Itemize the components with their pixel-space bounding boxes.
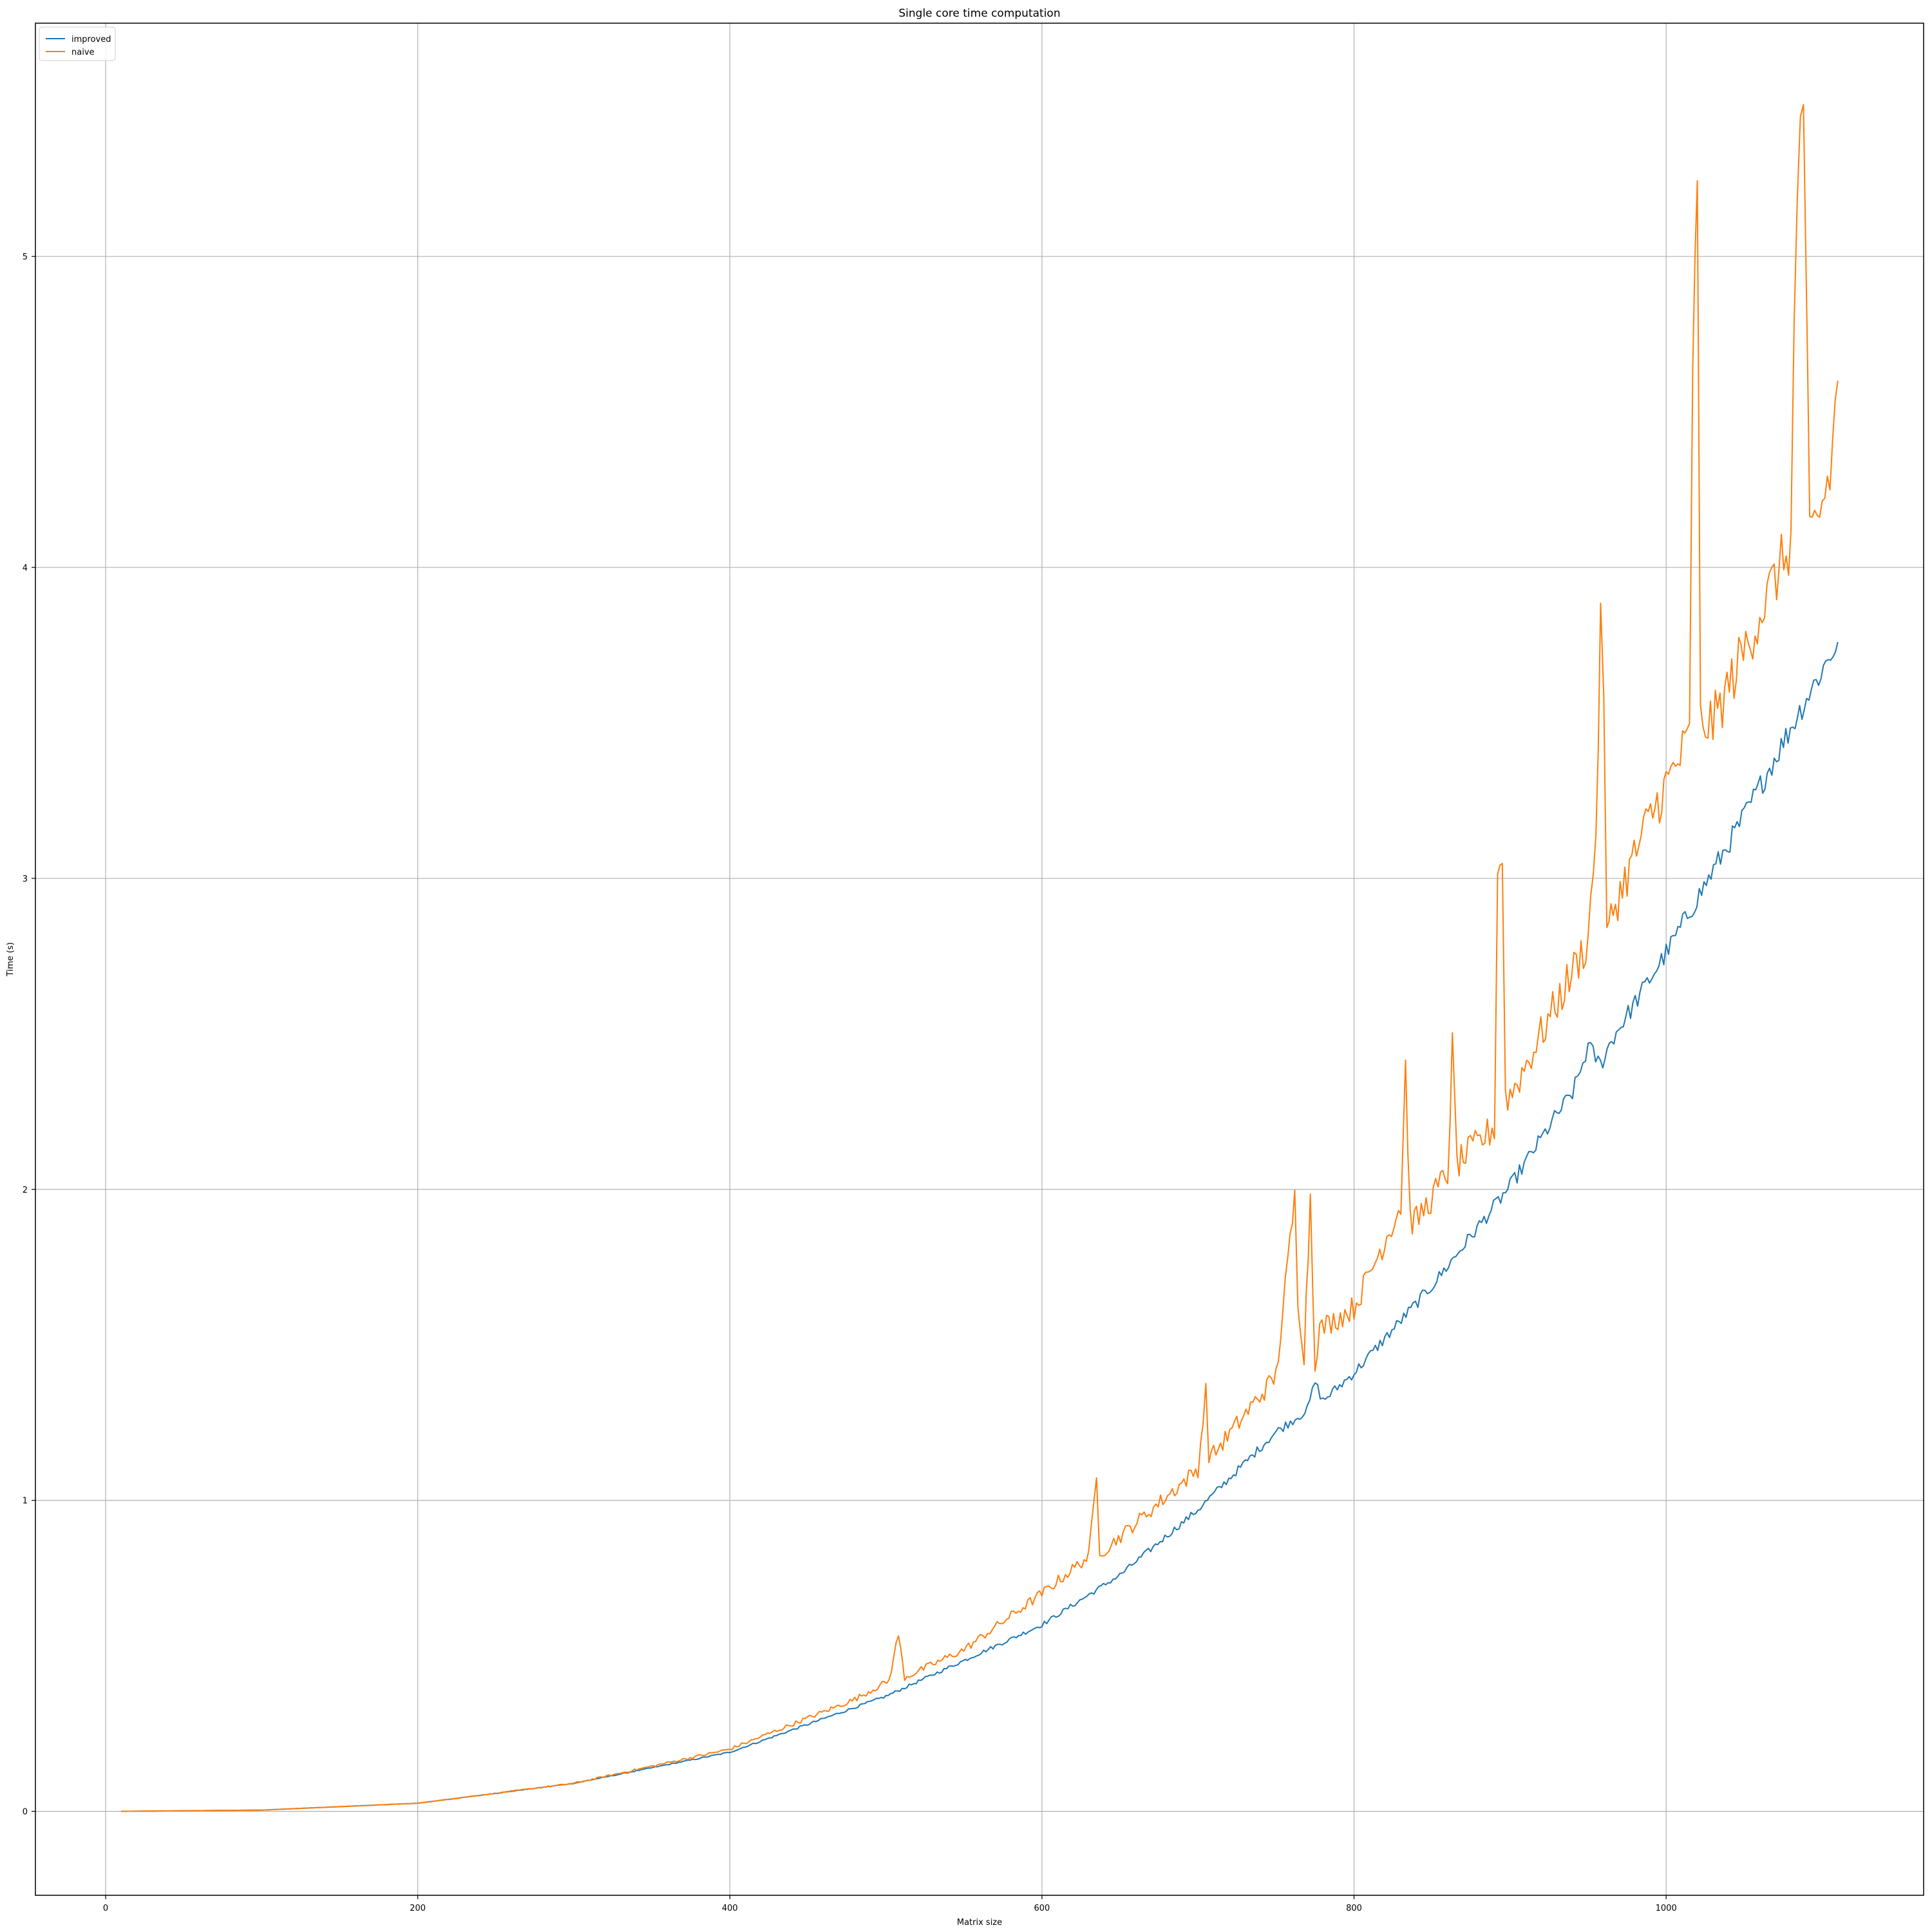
y-tick-label: 3 [23,875,28,884]
tick-layer: 0 200 400 600 800 1000 0 1 2 3 4 5 [23,252,1677,1913]
x-tick-label: 0 [103,1904,108,1913]
series-layer [121,104,1839,1812]
series-line-naive [121,104,1839,1812]
y-tick-label: 2 [23,1186,28,1195]
legend-label-improved: improved [71,35,111,44]
y-tick-label: 4 [23,564,28,573]
x-axis-label: Matrix size [957,1918,1002,1927]
x-tick-label: 200 [410,1904,426,1913]
y-tick-label: 1 [23,1497,28,1506]
plot-frame [35,23,1924,1896]
grid-layer [35,23,1924,1895]
y-tick-label: 5 [23,252,28,262]
x-tick-label: 400 [722,1904,738,1913]
x-tick-label: 800 [1346,1904,1362,1913]
x-tick-label: 600 [1034,1904,1050,1913]
legend: improved naive [39,26,116,61]
legend-label-naive: naive [71,48,95,57]
chart-title: Single core time computation [898,7,1060,20]
y-axis-label: Time (s) [6,942,15,977]
x-tick-label: 1000 [1656,1904,1677,1913]
y-tick-label: 0 [23,1808,28,1817]
